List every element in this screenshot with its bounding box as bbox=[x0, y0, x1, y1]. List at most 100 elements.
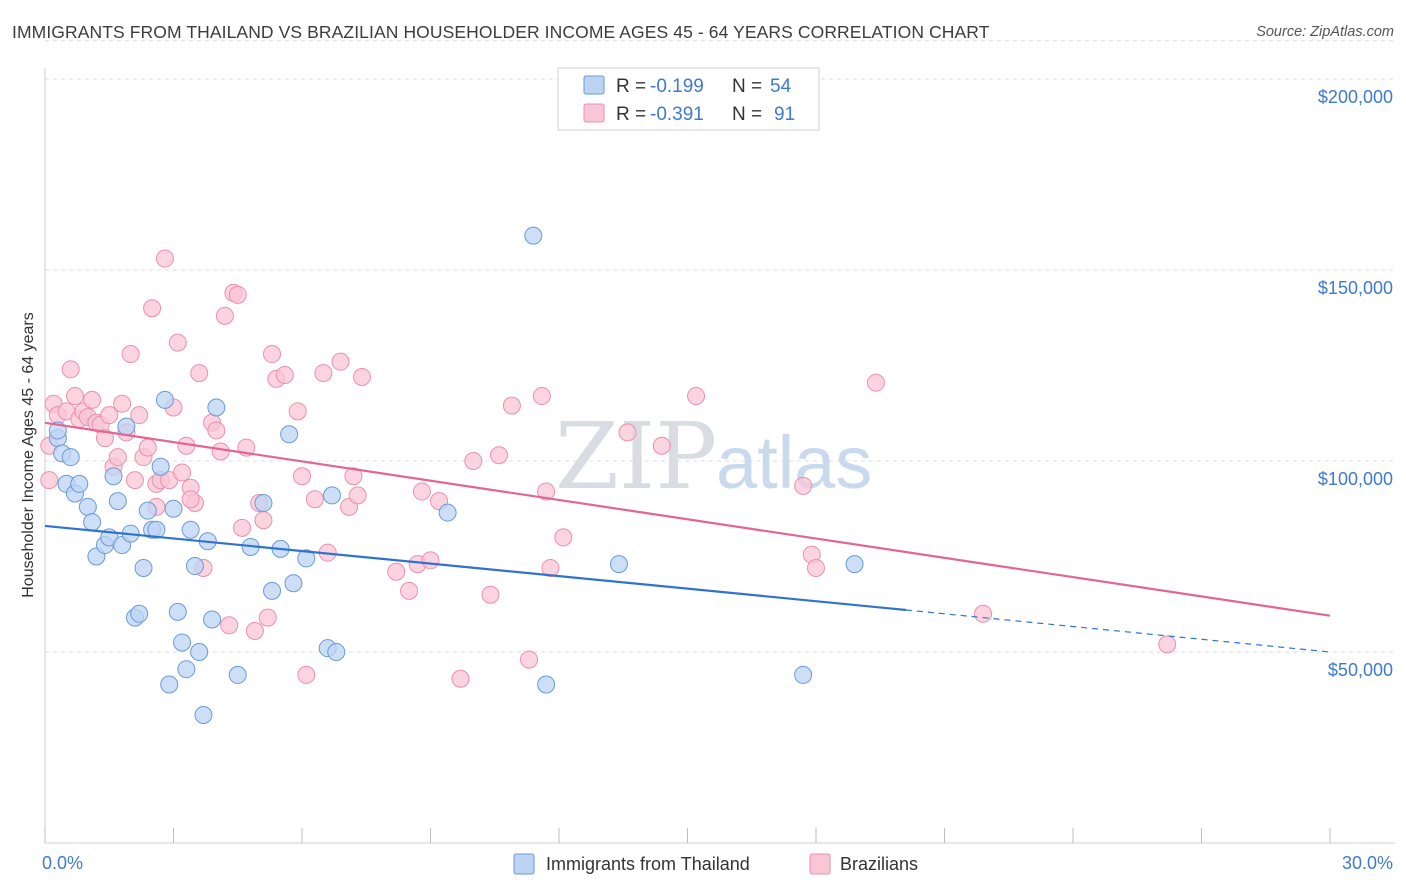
thailand-point bbox=[438, 503, 457, 522]
brazil-point bbox=[464, 452, 483, 470]
brazil-point bbox=[121, 345, 140, 364]
thailand-point bbox=[104, 467, 123, 486]
brazil-point bbox=[490, 446, 509, 465]
watermark-atlas: atlas bbox=[716, 421, 872, 504]
thailand-point bbox=[151, 457, 170, 476]
brazil-point bbox=[245, 621, 264, 640]
thailand-point bbox=[138, 501, 157, 520]
brazil-point bbox=[1158, 635, 1177, 654]
watermark: ZIP atlas bbox=[555, 403, 872, 510]
brazil-point bbox=[228, 285, 247, 304]
thailand-point bbox=[524, 226, 543, 245]
brazil-point bbox=[537, 482, 556, 501]
top-legend: R = -0.199 N = 54 R = -0.391 N = 91 bbox=[557, 67, 820, 131]
brazil-point bbox=[293, 467, 311, 486]
brazil-point bbox=[190, 364, 209, 383]
thailand-point bbox=[70, 474, 89, 493]
brazil-trend-line bbox=[44, 421, 1331, 617]
thailand-point bbox=[254, 494, 273, 513]
thailand-point bbox=[168, 602, 187, 621]
thailand-point bbox=[322, 486, 341, 505]
thailand-point bbox=[117, 417, 136, 436]
brazil-point bbox=[344, 467, 363, 486]
y-tick-label: $100,000 bbox=[1318, 469, 1393, 489]
brazil-point bbox=[113, 394, 132, 413]
brazil-point bbox=[83, 390, 102, 409]
brazil-point bbox=[155, 249, 174, 268]
thailand-point bbox=[83, 513, 102, 532]
brazil-point bbox=[297, 665, 316, 684]
thailand-point bbox=[61, 448, 80, 467]
brazil-point bbox=[61, 360, 80, 379]
thailand-point bbox=[173, 633, 192, 652]
axes bbox=[44, 68, 1395, 844]
brazil-point bbox=[207, 421, 226, 440]
thailand-point bbox=[207, 398, 226, 417]
bottom-legend-label-brazil: Brazilians bbox=[840, 854, 918, 874]
brazil-point bbox=[652, 436, 671, 455]
thailand-point bbox=[164, 499, 183, 518]
brazil-point bbox=[143, 299, 162, 318]
y-tick-label: $200,000 bbox=[1318, 87, 1393, 107]
brazil-point bbox=[40, 471, 59, 490]
brazil-point bbox=[100, 406, 119, 425]
thailand-point bbox=[194, 706, 213, 725]
legend-swatch-thailand bbox=[583, 75, 605, 95]
thailand-point bbox=[108, 492, 127, 511]
brazil-point bbox=[421, 551, 440, 570]
brazil-point bbox=[233, 518, 252, 537]
legend-r-value-brazil: -0.391 bbox=[650, 104, 704, 125]
thailand-point bbox=[181, 520, 200, 539]
brazil-point bbox=[211, 442, 230, 461]
bottom-legend-label-thailand: Immigrants from Thailand bbox=[546, 854, 750, 874]
source-label: Source: ZipAtlas.com bbox=[1256, 24, 1394, 40]
thailand-point bbox=[263, 581, 282, 600]
thailand-point bbox=[297, 549, 316, 568]
x-tick-label-min: 0.0% bbox=[42, 853, 83, 873]
y-tick-label: $150,000 bbox=[1318, 278, 1393, 298]
legend-r-value-thailand: -0.199 bbox=[650, 76, 704, 97]
thailand-point bbox=[228, 665, 247, 684]
bottom-legend-swatch-thailand bbox=[513, 853, 535, 875]
brazil-point bbox=[687, 387, 706, 406]
brazil-point bbox=[215, 306, 234, 325]
brazil-point bbox=[412, 482, 431, 501]
brazil-point bbox=[314, 364, 333, 383]
brazil-point bbox=[807, 558, 825, 577]
thailand-point bbox=[155, 390, 174, 409]
grid-lines bbox=[45, 40, 1395, 653]
thailand-trend-line bbox=[44, 524, 907, 612]
brazil-point bbox=[108, 448, 127, 467]
x-tick-label-max: 30.0% bbox=[1342, 853, 1393, 873]
brazil-point bbox=[275, 366, 294, 385]
legend-n-value-thailand: 54 bbox=[770, 76, 792, 97]
y-tick-labels: $50,000 $100,000 $150,000 $200,000 bbox=[1318, 87, 1393, 680]
brazil-point bbox=[168, 333, 187, 352]
thailand-points bbox=[48, 226, 864, 725]
brazil-point bbox=[532, 387, 551, 406]
bottom-legend: Immigrants from Thailand Brazilians bbox=[513, 853, 918, 875]
thailand-point bbox=[190, 643, 209, 661]
brazil-point bbox=[138, 438, 157, 457]
watermark-zip: ZIP bbox=[555, 403, 717, 510]
legend-n-value-brazil: 91 bbox=[774, 104, 795, 125]
brazil-point bbox=[95, 429, 114, 448]
y-tick-label: $50,000 bbox=[1328, 660, 1393, 680]
thailand-point bbox=[185, 557, 204, 576]
legend-n-label-thailand: N = bbox=[732, 76, 762, 97]
brazil-point bbox=[220, 616, 239, 635]
thailand-point bbox=[177, 660, 196, 679]
thailand-point bbox=[147, 520, 166, 539]
brazil-point bbox=[305, 490, 324, 509]
thailand-point bbox=[280, 425, 299, 444]
brazil-point bbox=[974, 604, 993, 623]
brazil-point bbox=[173, 463, 192, 482]
trend-lines bbox=[44, 421, 1331, 653]
bottom-legend-swatch-brazil bbox=[809, 853, 831, 875]
brazil-point bbox=[451, 669, 470, 688]
thailand-point bbox=[327, 643, 346, 661]
brazil-point bbox=[254, 511, 273, 530]
brazil-point bbox=[258, 608, 277, 627]
thailand-point bbox=[794, 665, 813, 684]
